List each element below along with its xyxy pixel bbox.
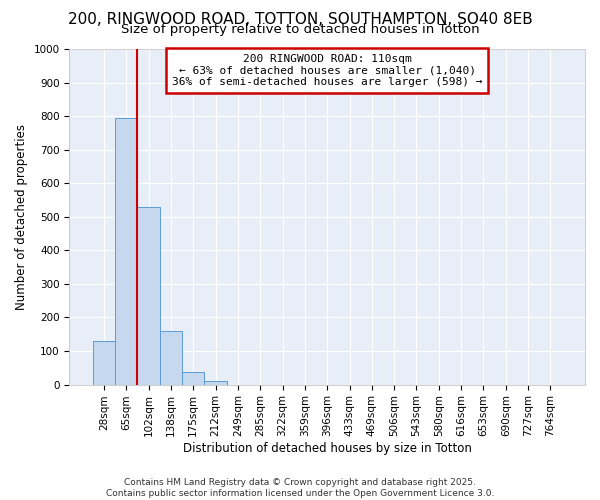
Text: 200, RINGWOOD ROAD, TOTTON, SOUTHAMPTON, SO40 8EB: 200, RINGWOOD ROAD, TOTTON, SOUTHAMPTON,… xyxy=(68,12,532,28)
Bar xyxy=(137,206,160,384)
Bar xyxy=(93,341,115,384)
Bar xyxy=(205,381,227,384)
Y-axis label: Number of detached properties: Number of detached properties xyxy=(15,124,28,310)
Bar xyxy=(115,118,137,384)
X-axis label: Distribution of detached houses by size in Totton: Distribution of detached houses by size … xyxy=(183,442,472,455)
Bar xyxy=(160,331,182,384)
Bar xyxy=(182,372,205,384)
Text: Contains HM Land Registry data © Crown copyright and database right 2025.
Contai: Contains HM Land Registry data © Crown c… xyxy=(106,478,494,498)
Text: Size of property relative to detached houses in Totton: Size of property relative to detached ho… xyxy=(121,22,479,36)
Text: 200 RINGWOOD ROAD: 110sqm
← 63% of detached houses are smaller (1,040)
36% of se: 200 RINGWOOD ROAD: 110sqm ← 63% of detac… xyxy=(172,54,482,87)
